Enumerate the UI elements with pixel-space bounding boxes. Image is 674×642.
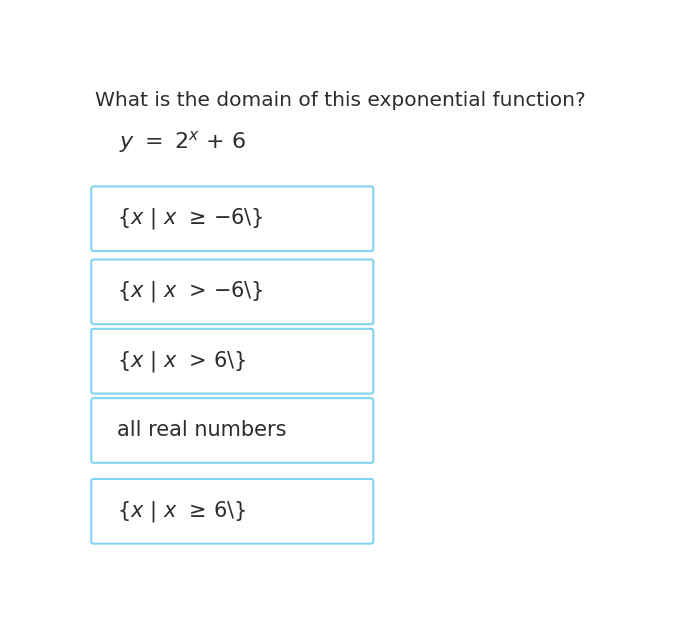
FancyBboxPatch shape	[91, 479, 373, 544]
FancyBboxPatch shape	[91, 259, 373, 324]
FancyBboxPatch shape	[91, 186, 373, 251]
Text: $\{$$\it{x}$$\ |\ \it{x}\ $ > 6\}: $\{$$\it{x}$$\ |\ \it{x}\ $ > 6\}	[117, 349, 245, 374]
FancyBboxPatch shape	[91, 329, 373, 394]
Text: all real numbers: all real numbers	[117, 421, 286, 440]
FancyBboxPatch shape	[91, 398, 373, 463]
Text: $\{$$\it{x}$$\ |\ \it{x}\ $ ≥ 6\}: $\{$$\it{x}$$\ |\ \it{x}\ $ ≥ 6\}	[117, 499, 245, 524]
Text: What is the domain of this exponential function?: What is the domain of this exponential f…	[95, 91, 586, 110]
Text: $\it{y}$ $=$ $2^{\it{x}}$ $+$ $6$: $\it{y}$ $=$ $2^{\it{x}}$ $+$ $6$	[119, 130, 246, 155]
Text: $\{$$\it{x}$$\ |\ \it{x}\ $ ≥ −6\}: $\{$$\it{x}$$\ |\ \it{x}\ $ ≥ −6\}	[117, 206, 263, 231]
Text: $\{$$\it{x}$$\ |\ \it{x}\ $ > −6\}: $\{$$\it{x}$$\ |\ \it{x}\ $ > −6\}	[117, 279, 263, 304]
